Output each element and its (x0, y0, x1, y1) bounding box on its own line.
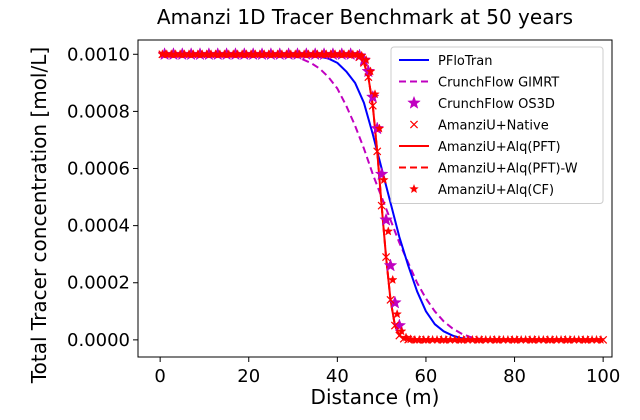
legend-label: AmanziU+Native (438, 119, 549, 134)
legend-label: CrunchFlow OS3D (438, 97, 555, 112)
legend-label: PFloTran (438, 54, 492, 69)
data-point (383, 226, 394, 236)
y-axis-label: Total Tracer concentration [mol/L] (27, 47, 51, 384)
series-crunchflow-os3d (157, 47, 407, 332)
data-point (386, 295, 395, 304)
legend-label: AmanziU+Alq(CF) (438, 183, 554, 198)
legend-label: AmanziU+Alq(PFT) (438, 140, 561, 155)
data-point (390, 321, 399, 330)
x-tick-label: 20 (237, 366, 260, 387)
x-tick-label: 0 (154, 366, 165, 387)
legend-entry: AmanziU+Alq(PFT)-W (399, 162, 578, 177)
x-tick-label: 100 (586, 366, 620, 387)
data-point (382, 253, 391, 262)
data-point (401, 332, 411, 342)
data-point (596, 334, 606, 344)
data-point (392, 318, 407, 332)
legend-marker (409, 183, 419, 194)
data-point (379, 174, 389, 185)
legend-marker (407, 95, 421, 109)
series-crunchflow-gimrt (160, 53, 497, 341)
legend-entry: AmanziU+Alq(PFT) (399, 140, 561, 155)
data-point (379, 212, 393, 226)
legend-marker (409, 120, 419, 129)
axes-frame (137, 39, 613, 358)
legend-box (390, 46, 604, 204)
data-point (365, 66, 376, 76)
data-point (405, 334, 416, 344)
chart-title: Amanzi 1D Tracer Benchmark at 50 years (157, 5, 573, 29)
legend-entry: AmanziU+Alq(CF) (409, 183, 554, 198)
y-tick-label: 0.0006 (67, 159, 130, 180)
y-tick-label: 0.0000 (67, 330, 130, 351)
legend-label: AmanziU+Alq(PFT)-W (438, 162, 578, 177)
legend-entry: CrunchFlow OS3D (407, 95, 555, 112)
x-tick-label: 40 (326, 366, 349, 387)
data-point (373, 147, 382, 156)
x-tick-label: 60 (414, 366, 437, 387)
legend-entry: PFloTran (399, 54, 492, 69)
x-axis-label: Distance (m) (311, 385, 440, 409)
y-tick-label: 0.0004 (67, 216, 130, 237)
series-line (160, 53, 497, 341)
data-point (361, 54, 371, 65)
y-tick-label: 0.0002 (67, 273, 130, 294)
data-point (370, 89, 380, 99)
data-point (377, 201, 386, 210)
legend-entry: CrunchFlow GIMRT (399, 76, 559, 91)
series-amanziu-alq-cf- (157, 49, 606, 344)
data-point (374, 167, 389, 181)
plot-area (157, 47, 608, 344)
data-point (356, 50, 367, 60)
data-point (387, 274, 398, 284)
legend-entry: AmanziU+Native (409, 119, 549, 134)
legend-label: CrunchFlow GIMRT (438, 76, 559, 91)
data-point (383, 258, 398, 272)
x-tick-label: 80 (503, 366, 526, 387)
y-tick-label: 0.0008 (67, 101, 130, 122)
data-point (368, 101, 377, 110)
axes: 0 20 40 60 80 100 0.0000 0.0002 0.0004 0.0006 0.00… (67, 39, 620, 387)
y-tick-label: 0.0010 (67, 44, 130, 65)
data-point (364, 73, 373, 82)
data-point (392, 309, 402, 319)
data-point (374, 123, 385, 133)
legend: PFloTran CrunchFlow GIMRT CrunchFlow OS3D A… (390, 46, 604, 204)
data-point (396, 326, 407, 336)
